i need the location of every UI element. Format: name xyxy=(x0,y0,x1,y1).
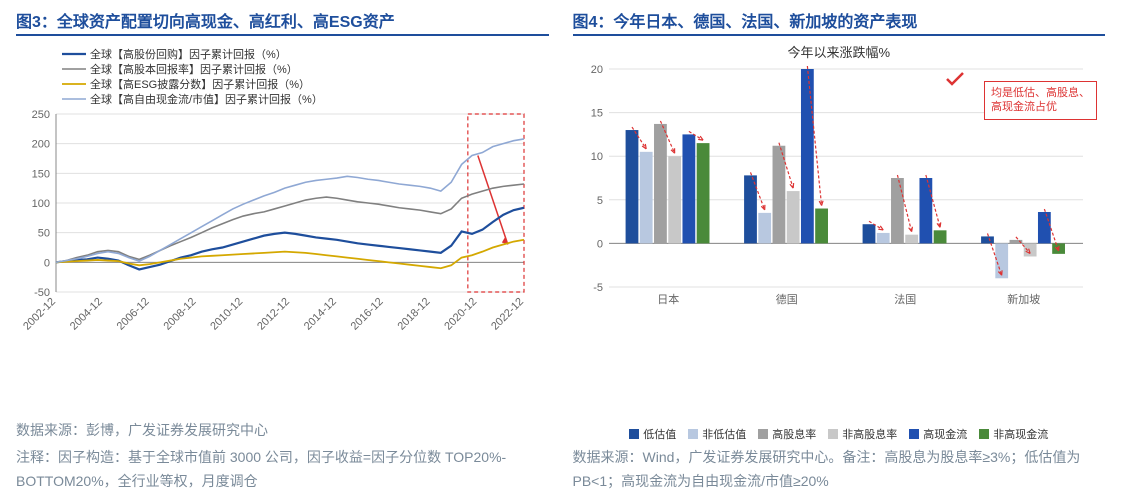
legend-swatch xyxy=(979,429,989,439)
svg-text:2020-12: 2020-12 xyxy=(442,296,479,332)
svg-text:2012-12: 2012-12 xyxy=(255,296,292,332)
line-chart-svg: -500501001502002502002-122004-122006-122… xyxy=(16,42,536,332)
legend-swatch xyxy=(909,429,919,439)
right-title-row: 图4：今年日本、德国、法国、新加坡的资产表现 xyxy=(573,8,1106,36)
right-panel: 图4：今年日本、德国、法国、新加坡的资产表现 今年以来涨跌幅% -5 0 5 10 15… xyxy=(573,8,1106,494)
svg-text:新加坡: 新加坡 xyxy=(1007,292,1040,306)
legend-swatch xyxy=(828,429,838,439)
svg-text:2008-12: 2008-12 xyxy=(161,296,198,332)
svg-text:法国: 法国 xyxy=(894,292,916,306)
legend-label: 高现金流 xyxy=(923,426,967,442)
legend-item: 高现金流 xyxy=(909,426,967,442)
svg-text:全球【高自由现金流/市值】因子累计回报（%）: 全球【高自由现金流/市值】因子累计回报（%） xyxy=(90,92,323,106)
legend-label: 非低估值 xyxy=(702,426,746,442)
callout-line2: 高现金流占优 xyxy=(991,101,1057,113)
svg-text:全球【高ESG披露分数】因子累计回报（%）: 全球【高ESG披露分数】因子累计回报（%） xyxy=(90,77,310,91)
callout-line1: 均是低估、高股息、 xyxy=(991,87,1090,99)
bar-chart-title: 今年以来涨跌幅% xyxy=(573,42,1106,61)
svg-text:50: 50 xyxy=(38,228,50,240)
right-source: 数据来源：Wind，广发证券发展研究中心。备注：高股息为股息率≥3%；低估值为 … xyxy=(573,446,1106,494)
right-title: 图4：今年日本、德国、法国、新加坡的资产表现 xyxy=(573,8,918,32)
svg-text:全球【高股本回报率】因子累计回报（%）: 全球【高股本回报率】因子累计回报（%） xyxy=(90,62,298,76)
legend-label: 高股息率 xyxy=(772,426,816,442)
svg-text:2016-12: 2016-12 xyxy=(349,296,386,332)
check-icon xyxy=(945,71,965,87)
right-chart: -5 0 5 10 15 20 日本 德国 法国 新加坡 均是低估、高股息、 高现金流占优 xyxy=(573,63,1106,424)
svg-text:10: 10 xyxy=(590,151,602,163)
svg-text:200: 200 xyxy=(32,139,50,151)
legend-swatch xyxy=(758,429,768,439)
legend-label: 非高现金流 xyxy=(993,426,1048,442)
legend-item: 低估值 xyxy=(629,426,676,442)
svg-text:2004-12: 2004-12 xyxy=(68,296,105,332)
svg-text:日本: 日本 xyxy=(657,292,679,306)
svg-text:2022-12: 2022-12 xyxy=(489,296,526,332)
legend-item: 非低估值 xyxy=(688,426,746,442)
legend-label: 低估值 xyxy=(643,426,676,442)
left-title: 图3：全球资产配置切向高现金、高红利、高ESG资产 xyxy=(16,8,395,32)
svg-text:-5: -5 xyxy=(593,282,603,294)
left-panel: 图3：全球资产配置切向高现金、高红利、高ESG资产 -5005010015020… xyxy=(16,8,549,494)
legend-item: 非高现金流 xyxy=(979,426,1048,442)
left-chart: -500501001502002502002-122004-122006-122… xyxy=(16,42,549,415)
svg-text:2010-12: 2010-12 xyxy=(208,296,245,332)
left-note: 注释：因子构造：基于全球市值前 3000 公司，因子收益=因子分位数 TOP20… xyxy=(16,446,549,494)
callout-box: 均是低估、高股息、 高现金流占优 xyxy=(984,81,1097,120)
svg-text:15: 15 xyxy=(590,108,602,120)
legend-swatch xyxy=(688,429,698,439)
legend-item: 高股息率 xyxy=(758,426,816,442)
svg-text:150: 150 xyxy=(32,168,50,180)
legend-swatch xyxy=(629,429,639,439)
bar-legend: 低估值 非低估值 高股息率 非高股息率 高现金流 非高现金流 xyxy=(573,426,1106,442)
svg-text:2006-12: 2006-12 xyxy=(115,296,152,332)
svg-text:2018-12: 2018-12 xyxy=(395,296,432,332)
svg-text:2014-12: 2014-12 xyxy=(302,296,339,332)
svg-text:全球【高股份回购】因子累计回报（%）: 全球【高股份回购】因子累计回报（%） xyxy=(90,47,287,61)
svg-text:20: 20 xyxy=(590,64,602,76)
legend-label: 非高股息率 xyxy=(842,426,897,442)
svg-text:0: 0 xyxy=(596,238,602,250)
svg-text:5: 5 xyxy=(596,195,602,207)
left-title-row: 图3：全球资产配置切向高现金、高红利、高ESG资产 xyxy=(16,8,549,36)
left-source: 数据来源：彭博，广发证券发展研究中心 xyxy=(16,419,549,443)
svg-text:德国: 德国 xyxy=(775,292,797,306)
legend-item: 非高股息率 xyxy=(828,426,897,442)
svg-text:2002-12: 2002-12 xyxy=(21,296,58,332)
svg-text:100: 100 xyxy=(32,198,50,210)
svg-text:250: 250 xyxy=(32,109,50,121)
svg-text:0: 0 xyxy=(44,257,50,269)
